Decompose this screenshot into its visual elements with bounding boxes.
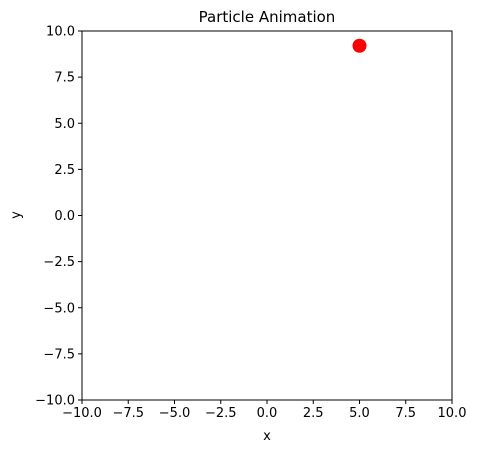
data-layer	[352, 38, 367, 53]
x-tick-label: −2.5	[205, 406, 237, 421]
x-tick-label: −10.0	[62, 406, 102, 421]
plot-frame	[81, 30, 453, 401]
y-tick-label: 0.0	[54, 209, 75, 224]
x-tick-label: 2.5	[303, 406, 324, 421]
y-tick-label: 7.5	[54, 71, 75, 86]
x-tick-label: 10.0	[438, 406, 467, 421]
y-axis-ticks: −10.0 −7.5 −5.0 −2.5 0.0 2.5 5.0 7.5 10.0	[35, 25, 82, 409]
y-tick-label: −2.5	[43, 255, 75, 270]
y-tick-label: −5.0	[43, 301, 75, 316]
particle-point	[352, 38, 367, 53]
y-axis-label: y	[9, 211, 24, 219]
x-tick-label: −5.0	[159, 406, 191, 421]
chart-title: Particle Animation	[199, 8, 336, 26]
y-tick-label: −10.0	[35, 394, 75, 409]
y-tick-label: 10.0	[46, 25, 75, 40]
x-axis-label: x	[263, 429, 271, 444]
x-tick-label: 7.5	[395, 406, 416, 421]
x-tick-label: 0.0	[257, 406, 278, 421]
x-axis-ticks: −10.0 −7.5 −5.0 −2.5 0.0 2.5 5.0 7.5 10.0	[62, 400, 466, 421]
y-tick-label: 2.5	[54, 163, 75, 178]
y-tick-label: −7.5	[43, 347, 75, 362]
plot-area	[82, 31, 452, 400]
x-tick-label: 5.0	[349, 406, 370, 421]
x-tick-label: −7.5	[112, 406, 144, 421]
y-tick-label: 5.0	[54, 117, 75, 132]
